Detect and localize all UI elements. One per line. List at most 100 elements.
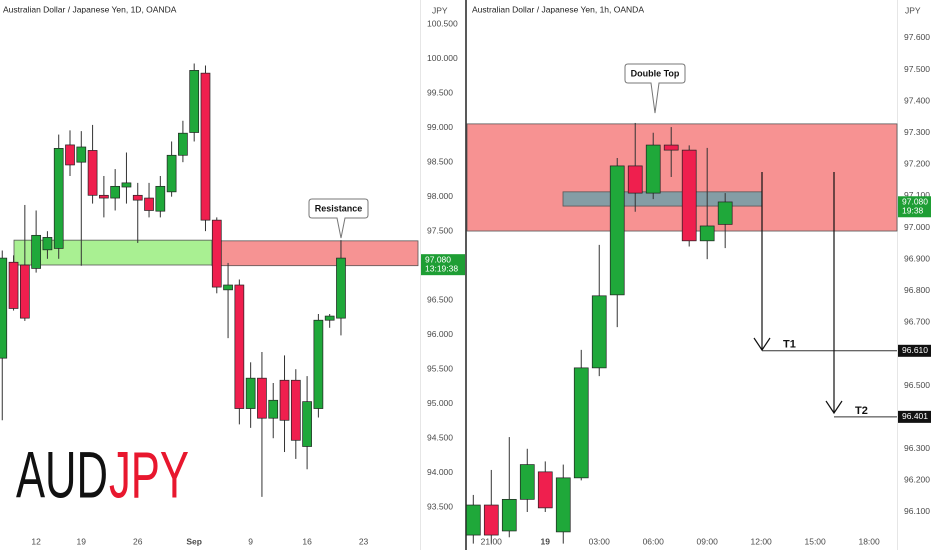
y-tick-label: 96.500 — [904, 380, 930, 390]
callout: Resistance — [308, 198, 369, 239]
x-tick-label: 21:00 — [481, 536, 503, 546]
candle-body — [200, 72, 211, 221]
candle-body — [189, 70, 200, 133]
annotation: Resistance — [315, 203, 363, 213]
y-tick-label: 96.000 — [427, 329, 453, 339]
candle-body — [268, 399, 279, 419]
candle-body — [699, 225, 715, 242]
y-tick-label: 97.300 — [904, 127, 930, 137]
candle-body — [19, 264, 30, 319]
target-name: T2 — [855, 405, 868, 417]
candle-body — [132, 194, 143, 201]
candle-body — [211, 219, 222, 288]
candle-body — [483, 504, 499, 536]
x-tick-label: 12 — [31, 536, 41, 546]
candle-body — [555, 477, 571, 533]
x-tick-label: 03:00 — [589, 536, 611, 546]
y-tick-label: 100.000 — [427, 53, 458, 63]
chart-title: Australian Dollar / Japanese Yen, 1D, OA… — [3, 4, 177, 14]
x-tick-label: 06:00 — [643, 536, 665, 546]
price-label-box — [898, 410, 931, 423]
candle-body — [178, 132, 188, 156]
arrow — [825, 172, 843, 415]
x-tick-label: 18:00 — [858, 536, 880, 546]
watermark: AUD — [16, 437, 108, 511]
candle-body — [302, 401, 312, 447]
y-tick-label: 96.200 — [904, 475, 930, 485]
watermark: JPY — [109, 437, 189, 511]
candle-body — [87, 150, 98, 196]
currency-label: JPY — [432, 5, 448, 15]
candle-body — [53, 148, 64, 249]
candle-body — [166, 154, 177, 193]
candle-body — [501, 498, 517, 532]
candle-body — [324, 315, 335, 321]
callout-box — [624, 63, 686, 114]
countdown: 19:38 — [902, 206, 924, 216]
candle-body — [336, 257, 346, 319]
y-tick-label: 94.500 — [427, 432, 453, 442]
candle-body — [627, 165, 643, 194]
y-tick-label: 96.800 — [904, 285, 930, 295]
annotation: Double Top — [631, 68, 680, 78]
y-tick-label: 99.000 — [427, 122, 453, 132]
callout-box — [308, 198, 369, 239]
last-price: 97.080 — [425, 254, 451, 264]
y-tick-label: 96.900 — [904, 253, 930, 263]
arrow — [753, 172, 771, 352]
candle-body — [31, 234, 41, 269]
y-tick-label: 94.000 — [427, 467, 453, 477]
candle-body — [65, 144, 75, 166]
target-name: T1 — [783, 339, 796, 351]
candle-body — [717, 201, 733, 225]
last-price: 97.080 — [902, 197, 928, 207]
zone — [211, 240, 419, 267]
callout: Double Top — [624, 63, 686, 114]
candle-body — [234, 284, 245, 409]
price-label: 96.610 — [902, 345, 928, 355]
y-tick-label: 96.500 — [427, 294, 453, 304]
x-tick-label: 12:00 — [751, 536, 773, 546]
y-tick-label: 93.500 — [427, 501, 453, 511]
candle-body — [8, 261, 19, 309]
candle-body — [645, 144, 661, 194]
y-tick-label: 96.300 — [904, 443, 930, 453]
last-price-box — [421, 254, 465, 276]
candle-body — [0, 257, 8, 359]
x-tick-label: 19 — [77, 536, 87, 546]
chart-title: Australian Dollar / Japanese Yen, 1h, OA… — [472, 4, 644, 14]
candle-body — [257, 377, 267, 419]
countdown: 13:19:38 — [425, 263, 458, 273]
candle-body — [245, 377, 256, 409]
currency-label: JPY — [905, 5, 921, 15]
y-tick-label: 97.600 — [904, 32, 930, 42]
arrows — [753, 172, 843, 415]
x-tick-label: 16 — [302, 536, 312, 546]
candle-body — [121, 182, 132, 188]
candle-body — [110, 185, 121, 199]
y-tick-label: 97.500 — [904, 64, 930, 74]
x-tick-label: 26 — [133, 536, 143, 546]
candle-body — [519, 464, 535, 500]
y-tick-label: 98.500 — [427, 156, 453, 166]
y-tick-label: 100.500 — [427, 18, 458, 28]
candle-body — [144, 197, 154, 211]
candle-body — [290, 379, 301, 441]
candle-body — [42, 237, 53, 251]
y-tick-label: 96.100 — [904, 506, 930, 516]
x-tick-label: 09:00 — [697, 536, 719, 546]
y-tick-label: 95.500 — [427, 363, 453, 373]
candle-body — [591, 295, 607, 369]
candle-body — [609, 165, 625, 296]
y-tick-label: 97.100 — [904, 190, 930, 200]
candle-body — [279, 379, 290, 421]
y-tick-label: 95.000 — [427, 398, 453, 408]
x-tick-label: 15:00 — [804, 536, 826, 546]
x-tick-label: 19 — [541, 536, 551, 546]
candle-body — [663, 144, 679, 151]
x-tick-label: Sep — [186, 536, 202, 546]
candle-body — [76, 146, 87, 163]
y-tick-label: 97.400 — [904, 95, 930, 105]
y-tick-label: 97.500 — [427, 225, 453, 235]
